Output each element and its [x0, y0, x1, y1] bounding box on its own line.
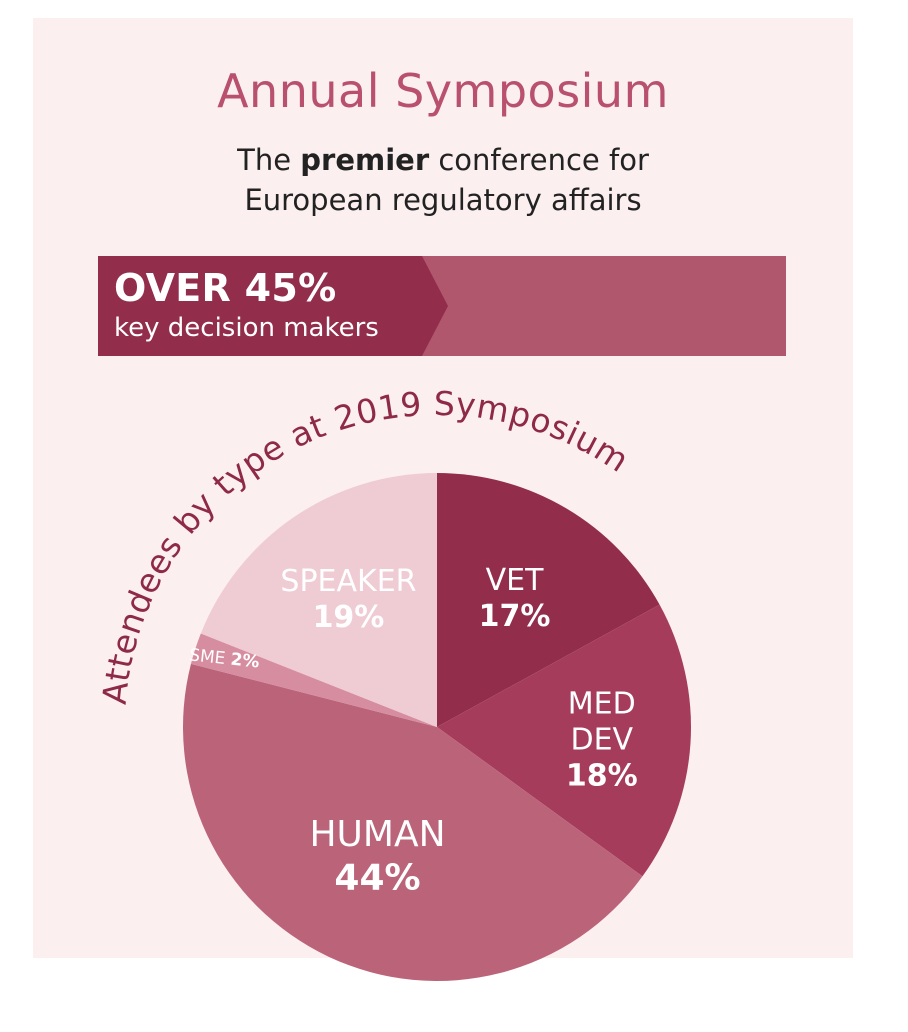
pie-label-med-dev-name: MED — [568, 686, 636, 721]
pie-value-med-dev: 18% — [566, 758, 638, 793]
subtitle-line2: European regulatory affairs — [244, 183, 642, 217]
stat-banner-arrow — [98, 256, 448, 356]
pie-slice-human — [183, 663, 643, 981]
page-title: Annual Symposium — [217, 64, 669, 118]
stat-caption: key decision makers — [114, 313, 379, 343]
subtitle-suffix: conference for — [429, 143, 649, 177]
pie-slice-med-dev — [437, 604, 691, 877]
pie-label-sme: SME 2% — [188, 645, 260, 672]
pie-value-vet: 17% — [479, 599, 551, 634]
pie-slice-sme — [190, 633, 437, 727]
page-subtitle: The premier conference for European regu… — [33, 140, 853, 220]
pie-slices — [183, 473, 691, 981]
pie-slice-vet — [437, 473, 660, 727]
subtitle-bold: premier — [300, 143, 430, 177]
pie-label-speaker-name: SPEAKER — [280, 564, 416, 599]
pie-label-vet-name: VET — [486, 563, 544, 598]
pie-value-human: 44% — [334, 857, 420, 898]
stat-headline: OVER 45% — [114, 266, 337, 310]
pie-value-speaker: 19% — [313, 600, 385, 635]
subtitle-prefix: The — [237, 143, 301, 177]
pie-label-med-dev-name: DEV — [570, 722, 633, 757]
pie-label-human-name: HUMAN — [309, 814, 445, 855]
pie-slice-speaker — [200, 473, 437, 727]
